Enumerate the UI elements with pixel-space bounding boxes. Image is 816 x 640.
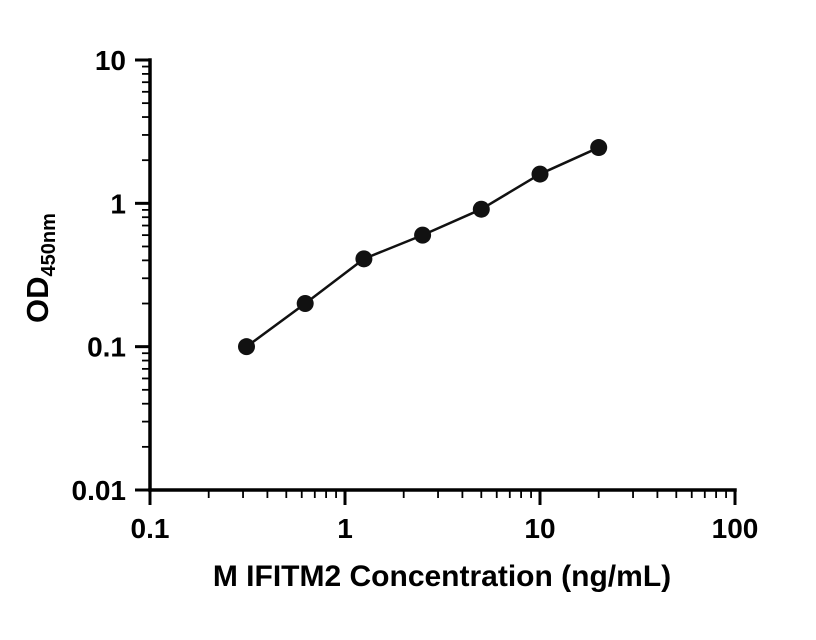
data-point	[531, 165, 549, 183]
y-axis-title-subscript: 450nm	[38, 213, 60, 276]
y-tick-label: 1	[110, 188, 126, 219]
x-tick-label: 1	[337, 513, 353, 544]
x-tick-label: 0.1	[131, 513, 170, 544]
data-point	[355, 250, 373, 268]
data-series-layer	[237, 139, 608, 356]
data-point	[590, 139, 608, 157]
x-tick-label: 100	[712, 513, 759, 544]
data-point	[296, 295, 314, 313]
y-tick-label: 0.1	[87, 332, 126, 363]
y-tick-label: 10	[95, 45, 126, 76]
y-axis-title-main: OD	[20, 276, 55, 323]
axes-layer	[148, 58, 737, 492]
x-tick-label: 10	[524, 513, 555, 544]
data-point	[414, 226, 432, 244]
y-axis-title: OD450nm	[20, 213, 60, 323]
data-point	[472, 200, 490, 218]
y-tick-label: 0.01	[72, 475, 127, 506]
x-axis-title: M IFITM2 Concentration (ng/mL)	[213, 560, 671, 593]
data-point	[237, 338, 255, 356]
